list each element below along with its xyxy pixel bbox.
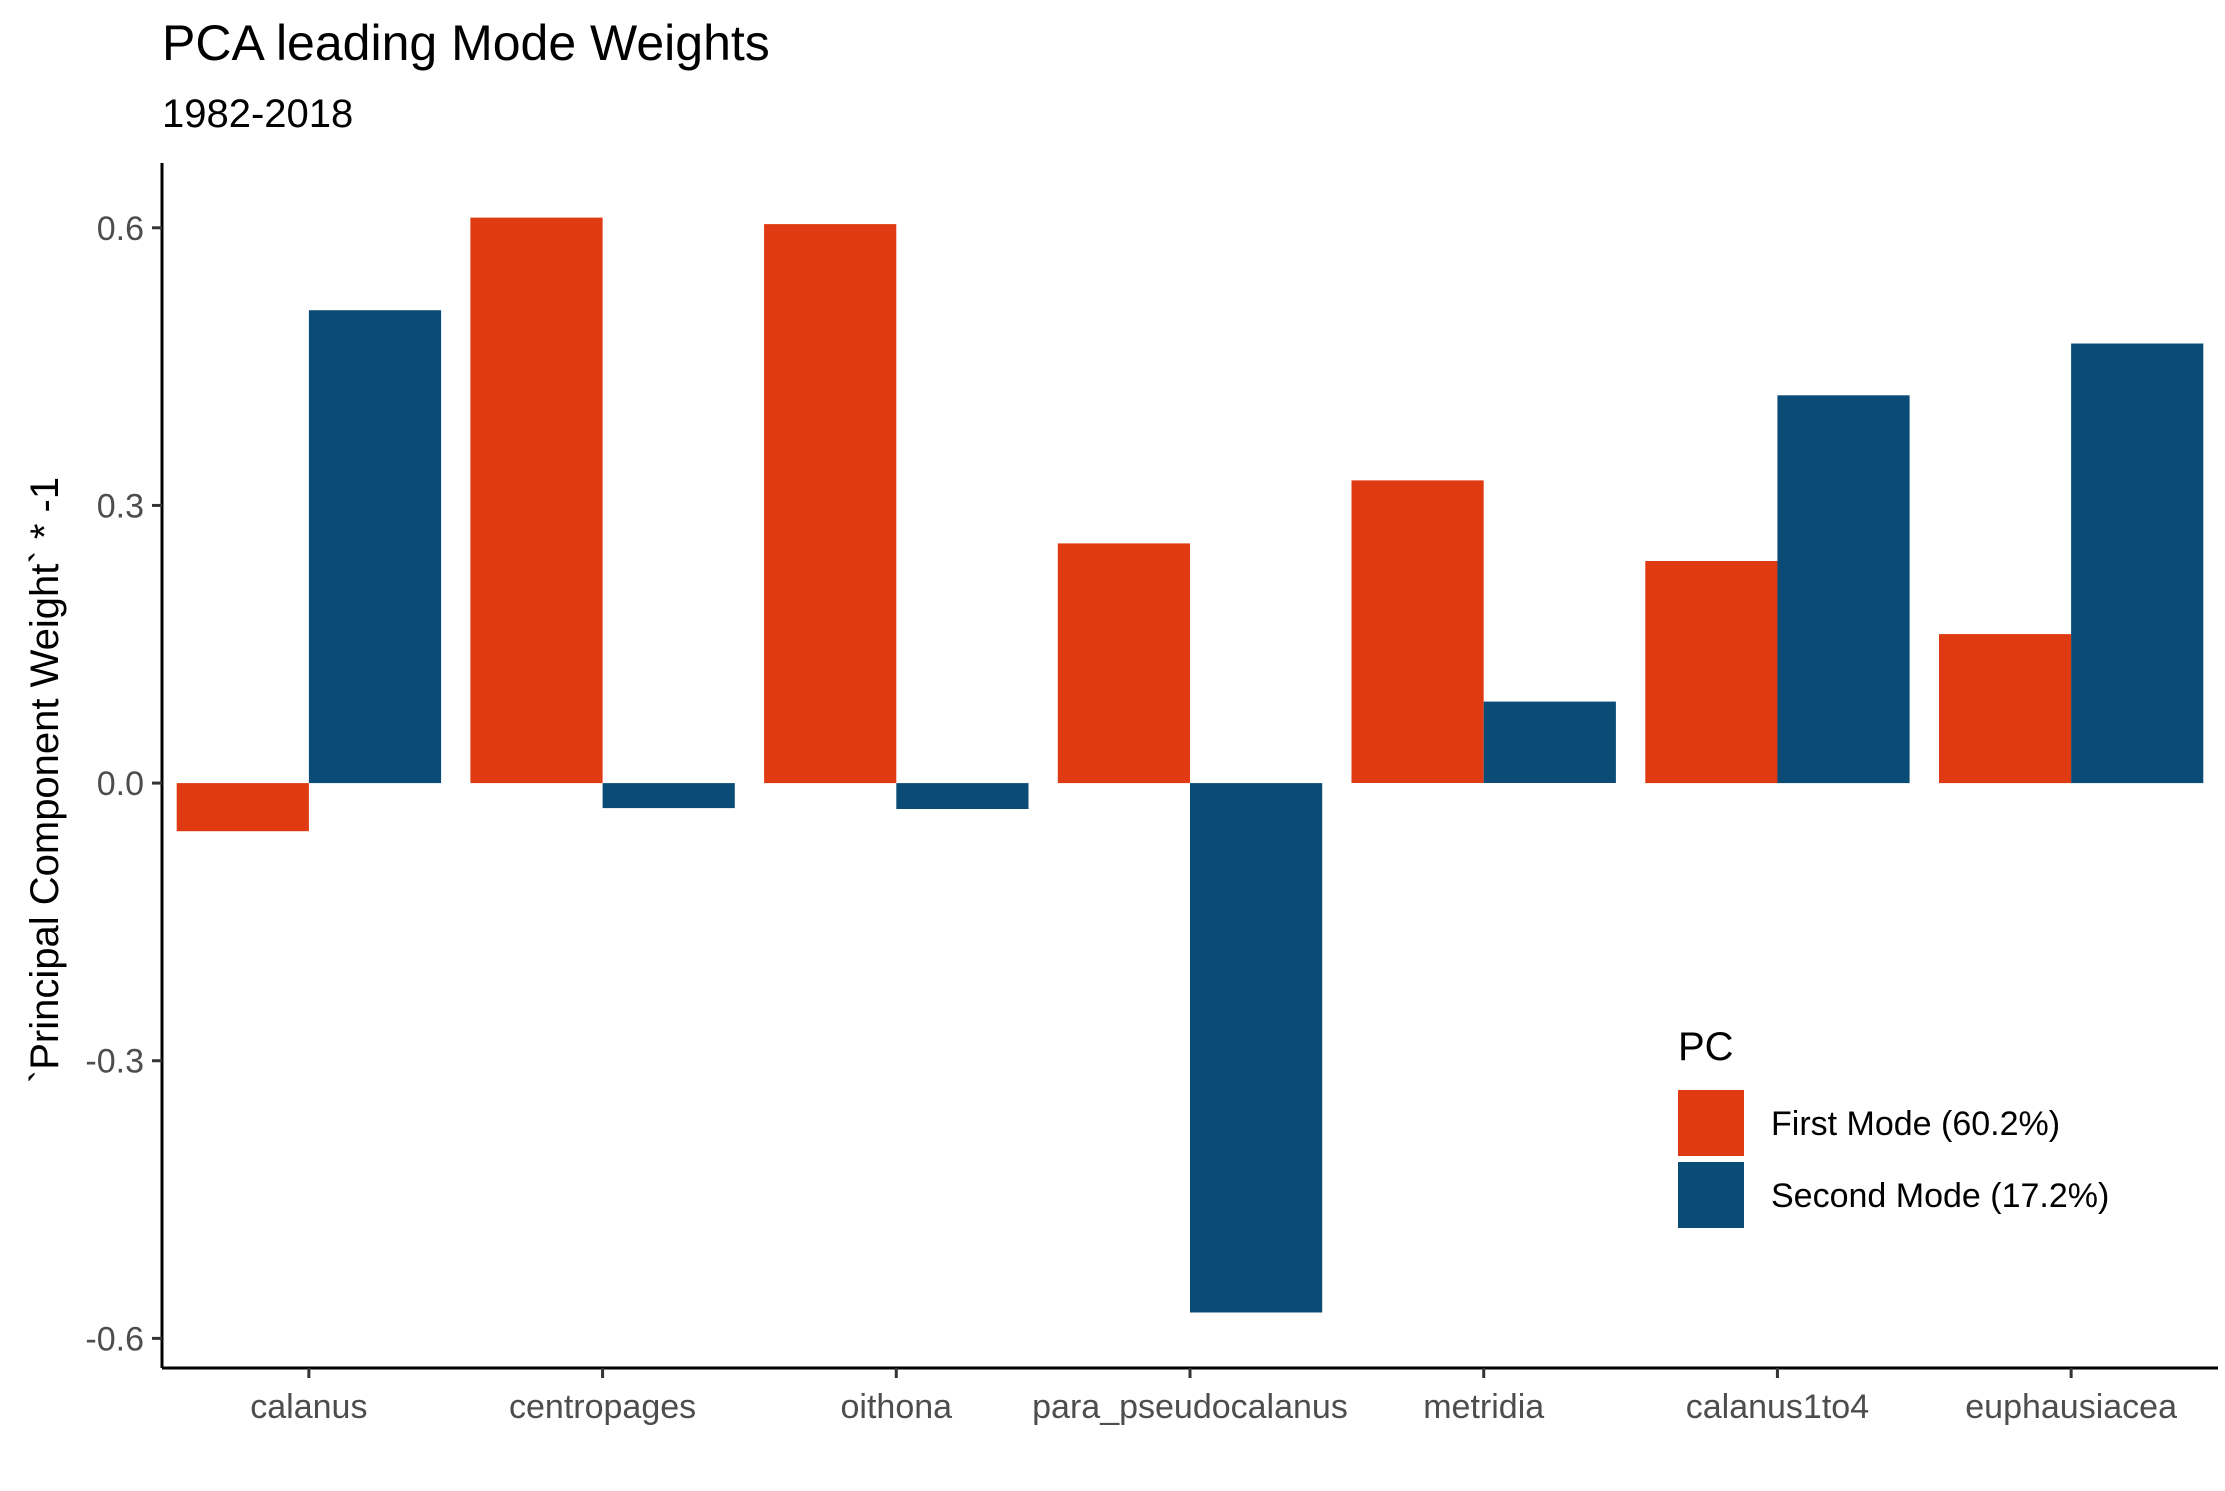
- x-tick-label: euphausiacea: [1965, 1388, 2177, 1426]
- legend-label-series-2: Second Mode (17.2%): [1771, 1177, 2109, 1215]
- bar-calanus1to4-series-1: [1645, 561, 1778, 784]
- bar-calanus-series-1: [176, 783, 309, 832]
- legend-label-series-1: First Mode (60.2%): [1771, 1105, 2060, 1143]
- bar-metridia-series-2: [1483, 701, 1616, 783]
- y-tick-label: 0.0: [97, 765, 144, 803]
- bar-euphausiacea-series-1: [1939, 634, 2072, 784]
- y-tick-label: -0.3: [85, 1043, 144, 1081]
- chart-title: PCA leading Mode Weights: [162, 15, 770, 71]
- chart-subtitle: 1982-2018: [162, 92, 353, 136]
- bar-calanus1to4-series-2: [1777, 395, 1910, 784]
- x-tick-label: centropages: [509, 1388, 696, 1426]
- ticks-group: -0.6 -0.3 0.0 0.3 0.6 calanus centropages oitho…: [85, 210, 2177, 1426]
- x-tick-label: calanus: [250, 1388, 367, 1426]
- bar-para_pseudocalanus-series-1: [1057, 543, 1190, 784]
- bar-oithona-series-2: [896, 783, 1029, 809]
- x-tick-label: para_pseudocalanus: [1032, 1388, 1348, 1426]
- x-tick-label: metridia: [1423, 1388, 1544, 1426]
- x-tick-label: oithona: [841, 1388, 953, 1426]
- legend-title: PC: [1678, 1025, 1734, 1069]
- bar-para_pseudocalanus-series-2: [1190, 783, 1323, 1313]
- bar-euphausiacea-series-2: [2071, 343, 2204, 784]
- legend-key-series-2: [1678, 1162, 1744, 1228]
- legend: PC First Mode (60.2%) Second Mode (17.2%): [1678, 1025, 2109, 1228]
- bar-oithona-series-1: [764, 224, 897, 784]
- bar-calanus-series-2: [308, 310, 442, 784]
- bar-centropages-series-1: [470, 217, 603, 784]
- legend-key-series-1: [1678, 1090, 1744, 1156]
- bar-centropages-series-2: [602, 783, 735, 809]
- y-tick-label: 0.3: [97, 487, 144, 525]
- y-tick-label: -0.6: [85, 1320, 144, 1358]
- y-axis-title: `Principal Component Weight` * -1: [23, 477, 67, 1083]
- bars-group: [176, 217, 2204, 1313]
- y-tick-label: 0.6: [97, 210, 144, 248]
- bar-metridia-series-1: [1351, 480, 1484, 783]
- x-tick-label: calanus1to4: [1686, 1388, 1869, 1426]
